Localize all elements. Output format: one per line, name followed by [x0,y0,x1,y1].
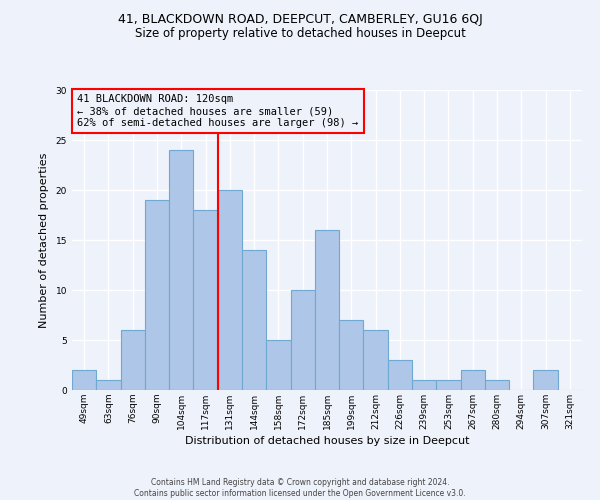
Bar [436,380,461,390]
Y-axis label: Number of detached properties: Number of detached properties [38,152,49,328]
Bar [364,330,388,390]
Bar [339,320,364,390]
Bar [388,360,412,390]
Bar [193,210,218,390]
Bar [121,330,145,390]
Bar [72,370,96,390]
Bar [461,370,485,390]
Bar [533,370,558,390]
Bar [218,190,242,390]
Bar [266,340,290,390]
Bar [145,200,169,390]
Bar [169,150,193,390]
Bar [96,380,121,390]
Bar [242,250,266,390]
Text: 41, BLACKDOWN ROAD, DEEPCUT, CAMBERLEY, GU16 6QJ: 41, BLACKDOWN ROAD, DEEPCUT, CAMBERLEY, … [118,12,482,26]
Bar [290,290,315,390]
Text: Contains HM Land Registry data © Crown copyright and database right 2024.
Contai: Contains HM Land Registry data © Crown c… [134,478,466,498]
Bar [485,380,509,390]
Text: 41 BLACKDOWN ROAD: 120sqm
← 38% of detached houses are smaller (59)
62% of semi-: 41 BLACKDOWN ROAD: 120sqm ← 38% of detac… [77,94,358,128]
Bar [412,380,436,390]
X-axis label: Distribution of detached houses by size in Deepcut: Distribution of detached houses by size … [185,436,469,446]
Text: Size of property relative to detached houses in Deepcut: Size of property relative to detached ho… [134,28,466,40]
Bar [315,230,339,390]
